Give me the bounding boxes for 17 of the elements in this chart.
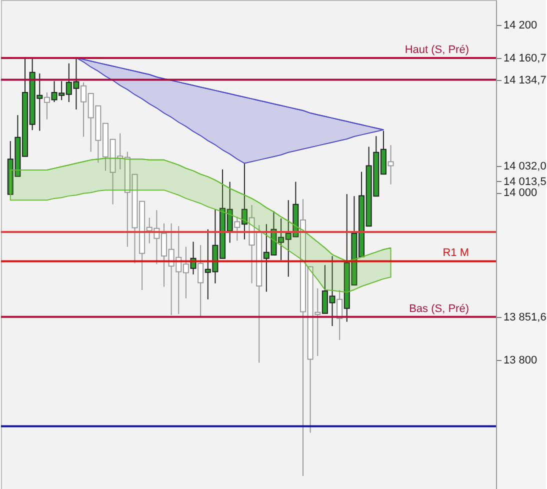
candlestick (336, 290, 343, 341)
ref-line-label: Haut (S, Pré) (404, 44, 469, 56)
y-tick-label: 13 800 (504, 354, 538, 367)
y-tick-label: 14 013,5 (504, 176, 546, 188)
y-tick-label: 14 160,7 (504, 52, 546, 65)
y-tick-label: 14 032,0 (504, 160, 546, 172)
candlestick (198, 244, 204, 318)
candlestick (388, 144, 394, 185)
y-tick-label: 14 134,7 (504, 74, 546, 86)
candlestick (234, 216, 240, 242)
candlestick (241, 162, 248, 240)
ref-line-label: R1 M (442, 247, 469, 260)
candlestick (44, 92, 50, 120)
y-tick-label: 14 000 (504, 187, 538, 200)
y-tick-label: 13 851,6 (504, 311, 546, 324)
ref-line-label: Bas (S, Pré) (409, 302, 469, 315)
y-tick-label: 14 200 (504, 20, 538, 32)
